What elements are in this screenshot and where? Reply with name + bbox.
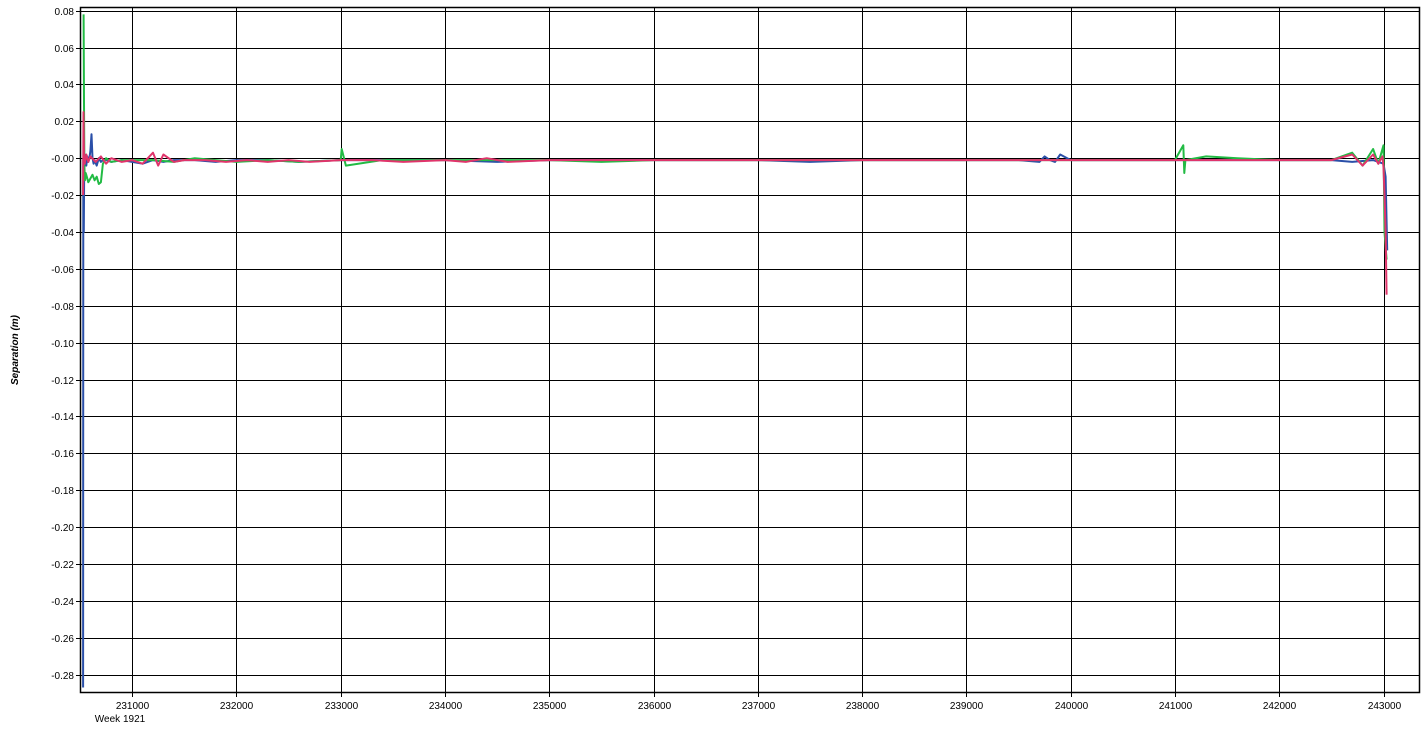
week-label: Week 1921 — [95, 714, 146, 725]
y-tick-label: -0.12 — [51, 376, 74, 387]
y-tick-label: -0.06 — [51, 265, 74, 276]
x-tick-label: 242000 — [1263, 701, 1297, 712]
x-tick-label: 233000 — [325, 701, 359, 712]
series-line-3 — [82, 111, 1388, 295]
x-tick-label: 243000 — [1368, 701, 1402, 712]
y-tick-label: -0.02 — [51, 191, 74, 202]
y-tick-label: 0.06 — [55, 44, 75, 55]
y-tick-label: -0.28 — [51, 671, 74, 682]
y-tick-label: 0.08 — [55, 7, 75, 18]
y-tick-label: -0.00 — [51, 154, 74, 165]
y-tick-label: -0.16 — [51, 449, 74, 460]
x-tick-label: 231000 — [116, 701, 150, 712]
y-tick-label: -0.22 — [51, 560, 74, 571]
x-tick-label: 238000 — [846, 701, 880, 712]
y-tick-label: -0.10 — [51, 339, 74, 350]
y-tick-label: -0.20 — [51, 523, 74, 534]
x-tick-label: 235000 — [533, 701, 567, 712]
y-tick-label: -0.26 — [51, 634, 74, 645]
x-tick-label: 241000 — [1159, 701, 1193, 712]
x-tick-label: 237000 — [742, 701, 776, 712]
x-tick-label: 239000 — [950, 701, 984, 712]
y-tick-label: -0.18 — [51, 486, 74, 497]
y-tick-label: -0.24 — [51, 597, 74, 608]
y-tick-label: 0.04 — [55, 80, 75, 91]
x-tick-label: 240000 — [1055, 701, 1089, 712]
y-axis-title: Separation (m) — [10, 314, 21, 385]
x-tick-label: 236000 — [638, 701, 672, 712]
y-tick-label: 0.02 — [55, 117, 75, 128]
y-tick-label: -0.08 — [51, 302, 74, 313]
x-tick-label: 234000 — [429, 701, 463, 712]
series-line-2 — [82, 14, 1388, 260]
y-tick-label: -0.04 — [51, 228, 74, 239]
plot-frame — [79, 6, 1421, 694]
plot-area — [80, 7, 1420, 693]
y-tick-label: -0.14 — [51, 412, 74, 423]
x-tick-label: 232000 — [220, 701, 254, 712]
